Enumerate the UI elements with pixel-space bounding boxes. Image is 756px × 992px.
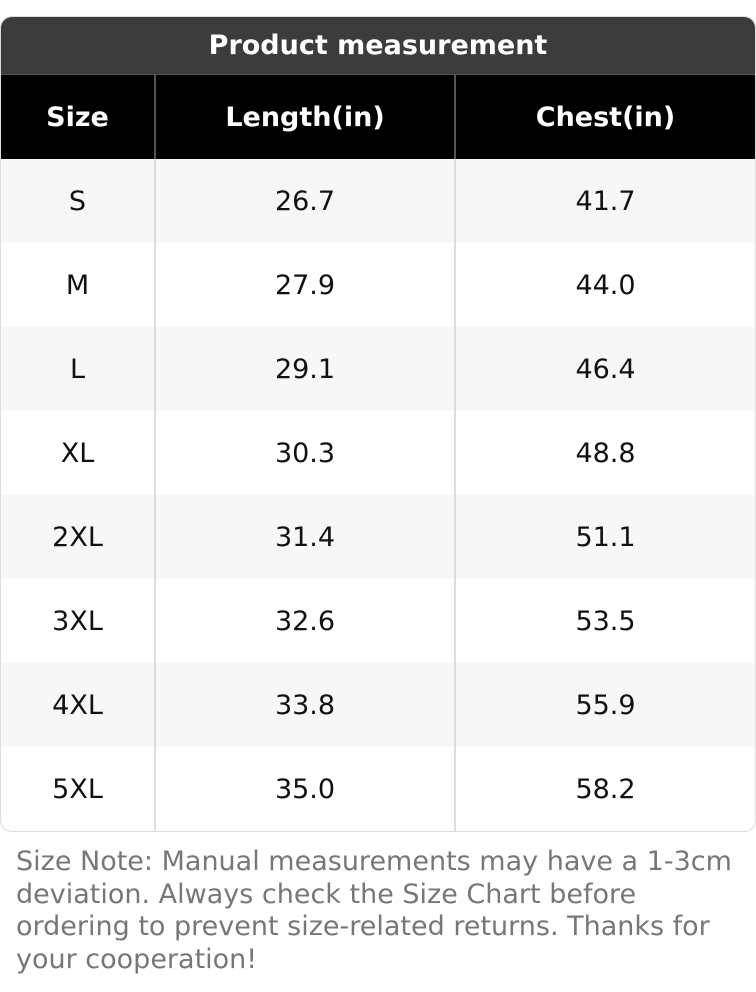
- table-cell: XL: [1, 411, 156, 495]
- table-cell: 5XL: [1, 747, 156, 831]
- table-cell: 51.1: [575, 521, 636, 553]
- table-cell: 41.7: [575, 185, 636, 217]
- table-row: XL 30.3 48.8: [1, 411, 755, 495]
- table-row: 5XL 35.0 58.2: [1, 747, 755, 831]
- table-cell: M: [1, 243, 156, 327]
- table-cell: 53.5: [575, 605, 636, 637]
- column-header: Length(in): [156, 75, 456, 159]
- table-cell: 29.1: [156, 327, 456, 411]
- table-title: Product measurement: [1, 17, 755, 74]
- table-row: S 26.7 41.7: [1, 159, 755, 243]
- table-row: M 27.9 44.0: [1, 243, 755, 327]
- table-cell: 31.4: [156, 495, 456, 579]
- size-table: Product measurement Size Length(in) Chest(…: [0, 16, 756, 832]
- header-row: Size Length(in) Chest(in): [1, 74, 755, 159]
- table-cell: 27.9: [156, 243, 456, 327]
- table-cell: 3XL: [1, 579, 156, 663]
- table-cell: 30.3: [156, 411, 456, 495]
- size-note: Size Note: Manual measurements may have …: [16, 846, 732, 975]
- table-cell: 58.2: [575, 773, 636, 805]
- table-cell: 44.0: [575, 269, 636, 301]
- column-header: Chest(in): [535, 101, 676, 133]
- table-cell: 26.7: [156, 159, 456, 243]
- table-cell: 46.4: [575, 353, 636, 385]
- table-cell: L: [1, 327, 156, 411]
- table-row: 4XL 33.8 55.9: [1, 663, 755, 747]
- table-cell: 32.6: [156, 579, 456, 663]
- table-row: 2XL 31.4 51.1: [1, 495, 755, 579]
- table-cell: 33.8: [156, 663, 456, 747]
- table-cell: 2XL: [1, 495, 156, 579]
- table-row: L 29.1 46.4: [1, 327, 755, 411]
- table-cell: 48.8: [575, 437, 636, 469]
- table-cell: 35.0: [156, 747, 456, 831]
- table-row: 3XL 32.6 53.5: [1, 579, 755, 663]
- table-cell: 4XL: [1, 663, 156, 747]
- table-cell: 55.9: [575, 689, 636, 721]
- table-cell: S: [1, 159, 156, 243]
- column-header: Size: [1, 75, 156, 159]
- table-body: S 26.7 41.7 M 27.9 44.0 L 29.1 46.4 XL 30.3 48.8 2XL…: [1, 159, 755, 831]
